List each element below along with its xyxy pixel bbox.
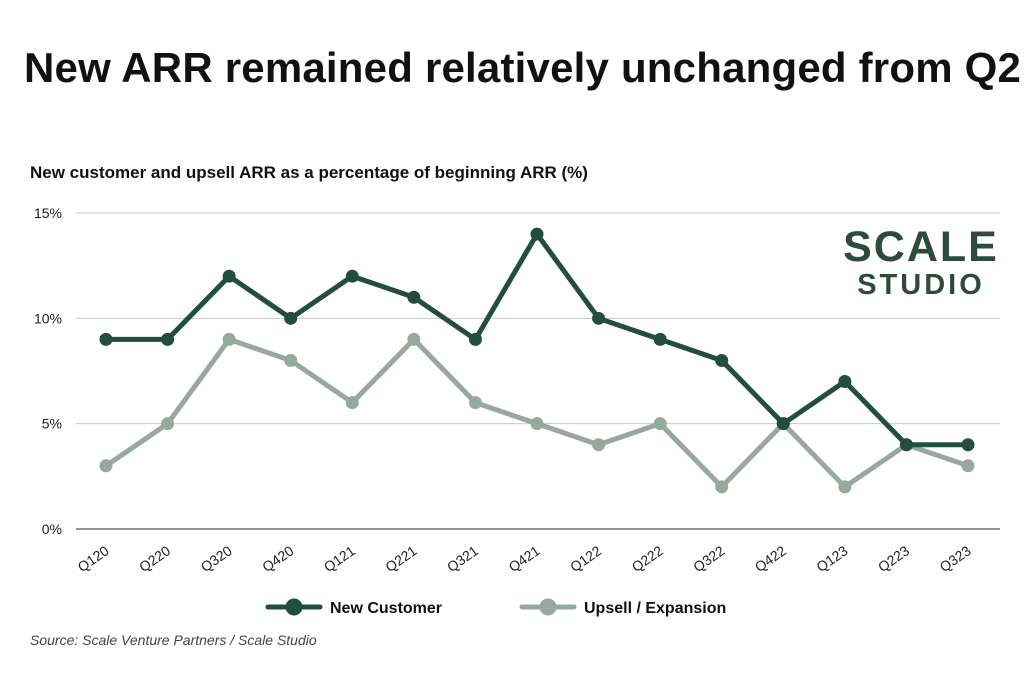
data-point xyxy=(592,311,606,325)
data-point xyxy=(345,396,359,410)
x-tick-label: Q223 xyxy=(875,542,912,575)
y-tick-label: 15% xyxy=(34,205,62,221)
x-tick-label: Q123 xyxy=(813,542,850,575)
chart-subtitle: New customer and upsell ARR as a percent… xyxy=(30,163,588,182)
data-point xyxy=(653,417,667,431)
legend-label: Upsell / Expansion xyxy=(584,600,726,617)
scale-studio-logo: SCALE STUDIO xyxy=(836,226,1006,300)
x-tick-label: Q421 xyxy=(505,542,542,575)
source-note: Source: Scale Venture Partners / Scale S… xyxy=(30,632,317,648)
legend-swatch-marker xyxy=(539,598,557,616)
data-point xyxy=(961,438,975,452)
data-point xyxy=(530,417,544,431)
data-point xyxy=(776,417,790,431)
x-tick-label: Q420 xyxy=(259,542,296,575)
data-point xyxy=(592,438,606,452)
legend-label: New Customer xyxy=(330,600,442,617)
data-point xyxy=(899,438,913,452)
y-tick-label: 0% xyxy=(42,521,62,537)
x-tick-label: Q120 xyxy=(74,542,111,575)
data-point xyxy=(345,269,359,283)
x-tick-label: Q220 xyxy=(136,542,173,575)
data-point xyxy=(468,332,482,346)
data-point xyxy=(99,332,113,346)
x-tick-label: Q121 xyxy=(321,542,358,575)
data-point xyxy=(961,459,975,473)
x-tick-label: Q323 xyxy=(936,542,973,575)
data-point xyxy=(530,227,544,241)
data-point xyxy=(161,332,175,346)
x-tick-label: Q322 xyxy=(690,542,727,575)
x-tick-label: Q222 xyxy=(629,542,666,575)
data-point xyxy=(99,459,113,473)
logo-line-2: STUDIO xyxy=(857,269,985,301)
data-point xyxy=(407,290,421,304)
data-point xyxy=(407,332,421,346)
data-point xyxy=(653,332,667,346)
data-point xyxy=(838,480,852,494)
data-point xyxy=(161,417,175,431)
data-point xyxy=(222,269,236,283)
data-point xyxy=(715,480,729,494)
data-point xyxy=(284,311,298,325)
x-tick-label: Q122 xyxy=(567,542,604,575)
data-point xyxy=(222,332,236,346)
data-point xyxy=(468,396,482,410)
x-tick-label: Q422 xyxy=(752,542,789,575)
y-tick-label: 5% xyxy=(42,416,62,432)
x-tick-label: Q221 xyxy=(382,542,419,575)
series-line xyxy=(103,336,971,490)
data-point xyxy=(284,353,298,367)
data-point xyxy=(715,353,729,367)
y-tick-label: 10% xyxy=(34,310,62,326)
data-point xyxy=(838,375,852,389)
logo-line-1: SCALE xyxy=(843,223,999,271)
x-tick-label: Q321 xyxy=(444,542,481,575)
x-tick-label: Q320 xyxy=(198,542,235,575)
chart-title: New ARR remained relatively unchanged fr… xyxy=(24,44,1022,91)
legend-swatch-marker xyxy=(285,598,303,616)
